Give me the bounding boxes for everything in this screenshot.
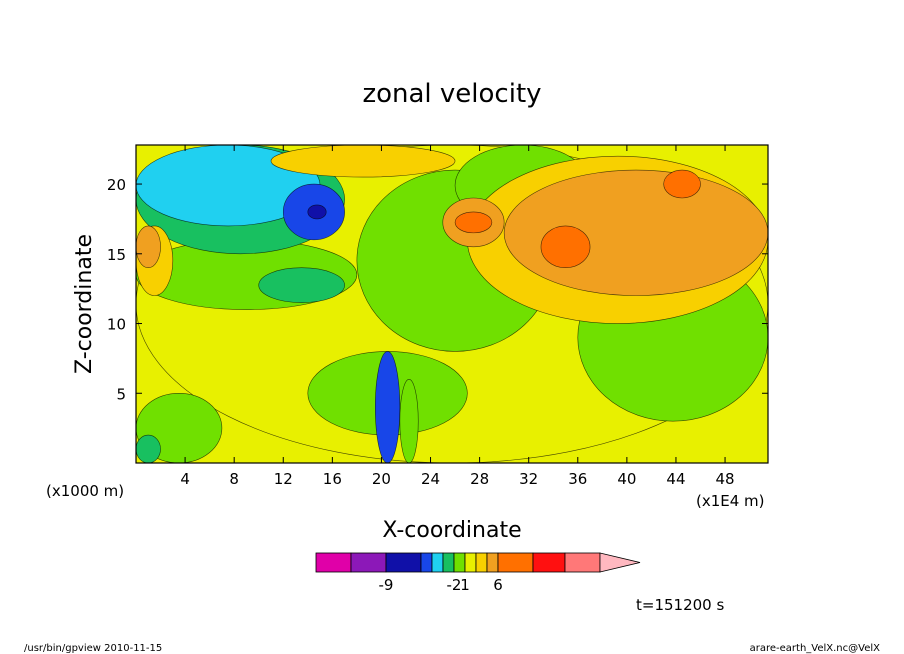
- heatmap-zone: [375, 351, 401, 464]
- colorbar-bin: [453, 552, 466, 573]
- colorbar-bin: [475, 552, 488, 573]
- x-axis-label: X-coordinate: [382, 518, 521, 543]
- x-tick-label: 8: [229, 470, 239, 488]
- heatmap-zone: [135, 225, 161, 269]
- heatmap-zone: [258, 267, 345, 303]
- y-axis-label: Z-coordinate: [72, 234, 97, 374]
- colorbar-arrow: [599, 552, 641, 573]
- y-tick-label: 10: [107, 316, 126, 334]
- plot-area: [135, 144, 769, 464]
- x-tick-label: 28: [470, 470, 489, 488]
- x-tick-label: 40: [617, 470, 636, 488]
- heatmap-zone: [399, 379, 419, 464]
- colorbar-bin: [532, 552, 566, 573]
- heatmap-zone: [454, 211, 493, 234]
- colorbar-bin: [464, 552, 477, 573]
- x-tick-label: 24: [421, 470, 440, 488]
- plot-frame: [135, 144, 769, 464]
- y-tick-label: 5: [116, 385, 126, 403]
- colorbar: [315, 552, 641, 573]
- x-tick-label: 16: [323, 470, 342, 488]
- colorbar-labels: -9 -21 6: [379, 576, 503, 594]
- x-tick-label: 4: [180, 470, 190, 488]
- colorbar-bin: [385, 552, 422, 573]
- colorbar-label: 1: [460, 576, 470, 594]
- x-tick-label: 36: [568, 470, 587, 488]
- y-unit-label: (x1000 m): [46, 482, 124, 500]
- y-tick-label: 20: [107, 176, 126, 194]
- chart-title: zonal velocity: [362, 79, 541, 109]
- x-axis-ticks: 4 8 12 16 20 24 28 32 36 40 44 48: [180, 145, 735, 488]
- y-tick-label: 15: [107, 246, 126, 264]
- x-tick-label: 12: [274, 470, 293, 488]
- x-tick-label: 20: [372, 470, 391, 488]
- colorbar-bin: [350, 552, 387, 573]
- colorbar-bin: [442, 552, 455, 573]
- time-stamp: t=151200 s: [636, 596, 724, 614]
- x-unit-label: (x1E4 m): [696, 492, 765, 510]
- colorbar-bin: [315, 552, 352, 573]
- colorbar-label: 6: [493, 576, 503, 594]
- footer-right: arare-earth_VelX.nc@VelX: [750, 643, 881, 654]
- colorbar-bin: [431, 552, 444, 573]
- colorbar-label: -9: [379, 576, 394, 594]
- heatmap-zone: [270, 144, 456, 178]
- heatmap-zone: [663, 169, 701, 199]
- colorbar-bin: [486, 552, 499, 573]
- x-tick-label: 48: [716, 470, 735, 488]
- heatmap-zone: [135, 434, 161, 464]
- colorbar-bin: [420, 552, 433, 573]
- x-tick-label: 44: [666, 470, 685, 488]
- heatmap-zone: [540, 225, 591, 269]
- colorbar-bin: [497, 552, 534, 573]
- colorbar-bin: [564, 552, 601, 573]
- colorbar-label: -2: [447, 576, 462, 594]
- y-axis-ticks: 5 10 15 20: [107, 176, 768, 403]
- heatmap-zones: [135, 144, 769, 464]
- heatmap-zone: [307, 204, 327, 220]
- heatmap-zone: [503, 169, 769, 296]
- x-tick-label: 32: [519, 470, 538, 488]
- footer-left: /usr/bin/gpview 2010-11-15: [24, 643, 162, 654]
